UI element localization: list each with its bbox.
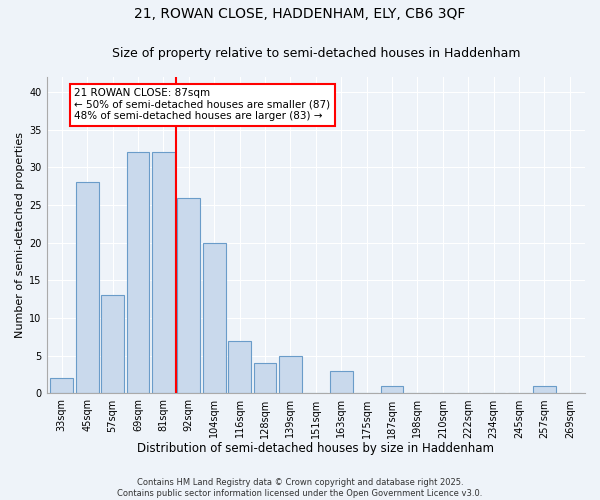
Bar bbox=[76, 182, 98, 394]
Bar bbox=[228, 340, 251, 394]
Bar bbox=[127, 152, 149, 394]
Text: Contains HM Land Registry data © Crown copyright and database right 2025.
Contai: Contains HM Land Registry data © Crown c… bbox=[118, 478, 482, 498]
Text: 21 ROWAN CLOSE: 87sqm
← 50% of semi-detached houses are smaller (87)
48% of semi: 21 ROWAN CLOSE: 87sqm ← 50% of semi-deta… bbox=[74, 88, 331, 122]
X-axis label: Distribution of semi-detached houses by size in Haddenham: Distribution of semi-detached houses by … bbox=[137, 442, 494, 455]
Bar bbox=[101, 296, 124, 394]
Title: Size of property relative to semi-detached houses in Haddenham: Size of property relative to semi-detach… bbox=[112, 48, 520, 60]
Bar bbox=[254, 364, 277, 394]
Bar bbox=[330, 371, 353, 394]
Bar bbox=[279, 356, 302, 394]
Bar bbox=[152, 152, 175, 394]
Bar bbox=[533, 386, 556, 394]
Bar bbox=[50, 378, 73, 394]
Text: 21, ROWAN CLOSE, HADDENHAM, ELY, CB6 3QF: 21, ROWAN CLOSE, HADDENHAM, ELY, CB6 3QF bbox=[134, 8, 466, 22]
Bar bbox=[178, 198, 200, 394]
Bar bbox=[203, 242, 226, 394]
Bar bbox=[380, 386, 403, 394]
Y-axis label: Number of semi-detached properties: Number of semi-detached properties bbox=[15, 132, 25, 338]
